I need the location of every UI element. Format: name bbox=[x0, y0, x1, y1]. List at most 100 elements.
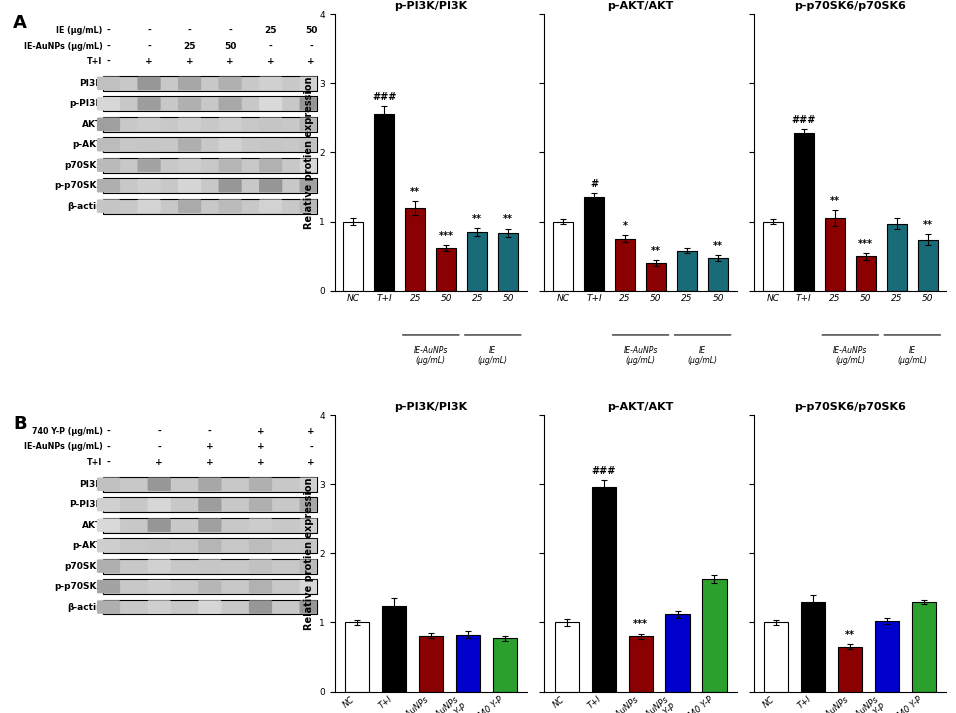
Text: **: ** bbox=[923, 220, 933, 230]
Text: -: - bbox=[107, 26, 110, 36]
Text: IE-AuNPs
(μg/mL): IE-AuNPs (μg/mL) bbox=[833, 346, 867, 366]
FancyBboxPatch shape bbox=[178, 97, 201, 111]
FancyBboxPatch shape bbox=[299, 138, 323, 152]
Text: -: - bbox=[107, 443, 110, 451]
Bar bbox=[498, 232, 518, 291]
FancyBboxPatch shape bbox=[97, 518, 120, 532]
Text: PI3K: PI3K bbox=[79, 480, 102, 488]
Bar bbox=[456, 635, 480, 692]
Text: IE-AuNPs
(μg/mL): IE-AuNPs (μg/mL) bbox=[623, 346, 658, 366]
Text: P-PI3K: P-PI3K bbox=[69, 501, 102, 509]
Text: +: + bbox=[308, 57, 315, 66]
Text: ###: ### bbox=[592, 466, 616, 476]
Bar bbox=[615, 239, 635, 291]
FancyBboxPatch shape bbox=[138, 138, 161, 152]
FancyBboxPatch shape bbox=[259, 138, 282, 152]
Bar bbox=[584, 198, 604, 291]
FancyBboxPatch shape bbox=[102, 158, 317, 173]
FancyBboxPatch shape bbox=[102, 117, 317, 132]
FancyBboxPatch shape bbox=[299, 76, 323, 90]
Bar bbox=[592, 487, 616, 692]
FancyBboxPatch shape bbox=[97, 200, 120, 213]
FancyBboxPatch shape bbox=[198, 478, 222, 491]
Text: +: + bbox=[308, 458, 315, 466]
Bar bbox=[825, 218, 845, 291]
FancyBboxPatch shape bbox=[97, 97, 120, 111]
FancyBboxPatch shape bbox=[299, 118, 323, 131]
FancyBboxPatch shape bbox=[138, 97, 161, 111]
Title: p-p70SK6/p70SK6: p-p70SK6/p70SK6 bbox=[794, 1, 906, 11]
Bar bbox=[677, 251, 697, 291]
FancyBboxPatch shape bbox=[102, 76, 317, 91]
Text: p-p70SK6: p-p70SK6 bbox=[54, 582, 102, 591]
Text: -: - bbox=[107, 57, 110, 66]
FancyBboxPatch shape bbox=[219, 118, 242, 131]
Text: p-PI3K: p-PI3K bbox=[69, 99, 102, 108]
Bar bbox=[419, 635, 443, 692]
Text: +: + bbox=[267, 57, 274, 66]
Bar bbox=[467, 232, 488, 291]
FancyBboxPatch shape bbox=[219, 97, 242, 111]
Y-axis label: Relative protien expression: Relative protien expression bbox=[304, 477, 314, 630]
Bar bbox=[912, 602, 936, 692]
Text: -: - bbox=[310, 443, 313, 451]
Text: **: ** bbox=[651, 246, 661, 256]
FancyBboxPatch shape bbox=[249, 498, 272, 511]
FancyBboxPatch shape bbox=[102, 518, 317, 533]
Text: p-p70SK6: p-p70SK6 bbox=[54, 181, 102, 190]
FancyBboxPatch shape bbox=[138, 200, 161, 213]
FancyBboxPatch shape bbox=[97, 498, 120, 511]
FancyBboxPatch shape bbox=[147, 539, 171, 553]
Text: -: - bbox=[107, 458, 110, 466]
FancyBboxPatch shape bbox=[299, 498, 323, 511]
FancyBboxPatch shape bbox=[178, 158, 201, 172]
FancyBboxPatch shape bbox=[249, 539, 272, 553]
Text: p70SK6: p70SK6 bbox=[64, 562, 102, 570]
Text: -: - bbox=[187, 26, 191, 36]
FancyBboxPatch shape bbox=[299, 478, 323, 491]
Text: IE
(μg/mL): IE (μg/mL) bbox=[687, 346, 718, 366]
FancyBboxPatch shape bbox=[97, 539, 120, 553]
FancyBboxPatch shape bbox=[178, 179, 201, 193]
Text: -: - bbox=[158, 443, 161, 451]
Text: IE (μg/mL): IE (μg/mL) bbox=[56, 26, 102, 36]
FancyBboxPatch shape bbox=[249, 518, 272, 532]
Text: **: ** bbox=[713, 241, 723, 252]
Text: +: + bbox=[206, 443, 213, 451]
Bar bbox=[345, 622, 369, 692]
FancyBboxPatch shape bbox=[102, 538, 317, 553]
FancyBboxPatch shape bbox=[102, 199, 317, 214]
Text: AKT: AKT bbox=[82, 120, 102, 129]
Text: *: * bbox=[622, 221, 627, 231]
Bar bbox=[553, 222, 573, 291]
FancyBboxPatch shape bbox=[259, 97, 282, 111]
Text: -: - bbox=[269, 41, 272, 51]
Text: IE-AuNPs (μg/mL): IE-AuNPs (μg/mL) bbox=[24, 41, 102, 51]
FancyBboxPatch shape bbox=[138, 118, 161, 131]
FancyBboxPatch shape bbox=[97, 478, 120, 491]
Text: AKT: AKT bbox=[82, 520, 102, 530]
FancyBboxPatch shape bbox=[102, 600, 317, 615]
Text: A: A bbox=[13, 14, 27, 32]
FancyBboxPatch shape bbox=[147, 560, 171, 573]
FancyBboxPatch shape bbox=[219, 158, 242, 172]
Text: -: - bbox=[310, 41, 313, 51]
Text: T+I: T+I bbox=[87, 458, 102, 466]
Text: ###: ### bbox=[792, 115, 816, 125]
FancyBboxPatch shape bbox=[259, 179, 282, 193]
Text: IE-AuNPs
(μg/mL): IE-AuNPs (μg/mL) bbox=[414, 346, 448, 366]
Text: ###: ### bbox=[372, 92, 397, 102]
FancyBboxPatch shape bbox=[138, 179, 161, 193]
Text: IE-AuNPs (μg/mL): IE-AuNPs (μg/mL) bbox=[24, 443, 102, 451]
Text: +: + bbox=[145, 57, 153, 66]
FancyBboxPatch shape bbox=[97, 76, 120, 90]
Bar bbox=[708, 258, 728, 291]
FancyBboxPatch shape bbox=[97, 158, 120, 172]
FancyBboxPatch shape bbox=[299, 179, 323, 193]
Text: +: + bbox=[206, 458, 213, 466]
FancyBboxPatch shape bbox=[299, 539, 323, 553]
Bar bbox=[381, 606, 405, 692]
Bar bbox=[492, 638, 517, 692]
FancyBboxPatch shape bbox=[299, 580, 323, 593]
FancyBboxPatch shape bbox=[147, 600, 171, 614]
